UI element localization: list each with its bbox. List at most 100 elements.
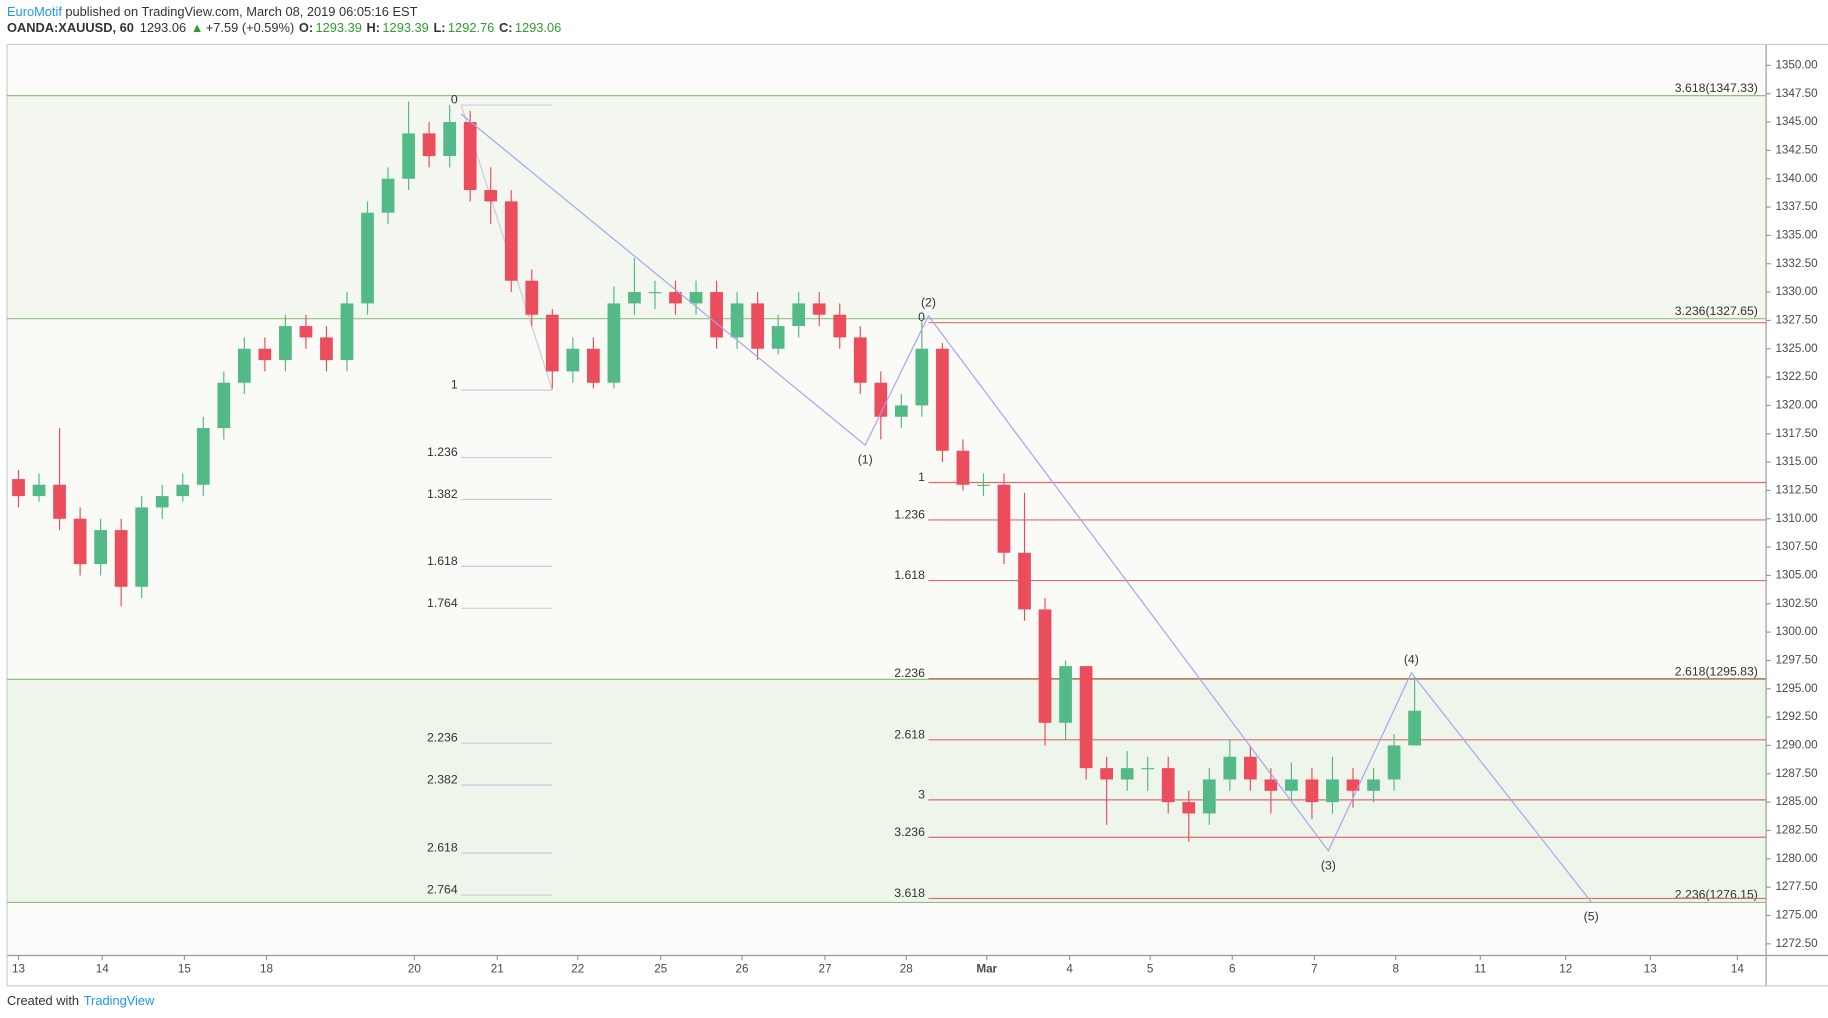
candle-body [1182, 802, 1196, 814]
candle-body [1223, 756, 1237, 780]
x-tick-label: 4 [1066, 963, 1073, 976]
last-price: 1293.06 [140, 21, 186, 36]
y-tick-label: 1325.00 [1775, 342, 1818, 355]
y-tick-label: 1310.00 [1775, 512, 1818, 525]
level-label: 2.618(1295.83) [1675, 665, 1758, 679]
x-tick-label: 8 [1392, 963, 1399, 976]
candle-body [648, 292, 662, 294]
level-label: 3.618(1347.33) [1675, 81, 1758, 95]
level-label: 3.236(1327.65) [1675, 304, 1758, 318]
fib-level-label: 2.618 [427, 841, 458, 855]
x-tick-label: 20 [408, 963, 421, 976]
x-tick-label: 12 [1559, 963, 1572, 976]
fib-level-label: 1.236 [427, 445, 458, 459]
candle-body [1285, 779, 1298, 791]
y-tick-label: 1307.50 [1775, 540, 1818, 553]
candle-body [1038, 609, 1052, 723]
candle-body [320, 337, 333, 361]
candle-body [956, 450, 970, 485]
wave-line [460, 113, 1592, 903]
candle-body [1367, 779, 1380, 791]
x-tick-label: 7 [1311, 963, 1318, 976]
candle-body [710, 292, 723, 338]
candle-body [915, 348, 929, 406]
candle-body [12, 479, 25, 497]
created-with: Created with [7, 994, 79, 1009]
wave-label: (1) [858, 453, 873, 467]
y-tick-label: 1320.00 [1775, 398, 1818, 411]
y-tick-label: 1337.50 [1775, 200, 1818, 213]
candle-body [176, 484, 190, 497]
wave-label: (5) [1584, 909, 1599, 923]
low-label: L: [433, 21, 445, 36]
candle-body [587, 348, 600, 383]
zone-band [7, 318, 1767, 680]
candle-body [155, 496, 169, 508]
candle-body [279, 326, 292, 361]
y-tick-label: 1315.00 [1775, 455, 1818, 468]
candle-body [114, 530, 128, 587]
high-label: H: [367, 21, 381, 36]
candle-body [237, 348, 251, 383]
y-tick-label: 1285.00 [1775, 795, 1818, 808]
candle-body [381, 178, 395, 213]
candle-body [1059, 666, 1072, 723]
candle-body [977, 484, 990, 486]
y-tick-label: 1280.00 [1775, 852, 1818, 865]
candle-body [751, 303, 764, 349]
fib-level-label: 1.764 [427, 596, 458, 610]
level-label: 2.236(1276.15) [1675, 888, 1758, 902]
candle-body [1305, 779, 1319, 803]
open-value: 1293.39 [316, 21, 362, 36]
candle-body [1346, 779, 1360, 791]
fib-level-label: 3.236 [894, 825, 925, 839]
candle-body [607, 303, 621, 383]
candle-body [689, 292, 703, 304]
candle-body [997, 484, 1011, 553]
candle-body [1264, 779, 1278, 791]
candle-body [1202, 779, 1216, 814]
x-tick-label: 5 [1147, 963, 1154, 976]
candle-body [402, 133, 415, 179]
y-tick-label: 1317.50 [1775, 427, 1818, 440]
fib-level-label: 2.764 [427, 883, 458, 897]
y-tick-label: 1340.00 [1775, 172, 1818, 185]
published: published on TradingView.com, March 08, … [65, 4, 417, 19]
candle-body [1079, 666, 1093, 769]
candle-body [545, 314, 559, 372]
y-tick-label: 1345.00 [1775, 115, 1818, 128]
fib-level-label: 1 [918, 470, 925, 484]
x-tick-label: 11 [1474, 963, 1486, 976]
fib-level-label: 0 [451, 93, 458, 107]
x-tick-label: 15 [178, 963, 191, 976]
candle-body [299, 326, 313, 338]
y-tick-label: 1327.50 [1775, 313, 1818, 326]
author[interactable]: EuroMotif [7, 4, 62, 19]
fib-level-label: 2.236 [427, 731, 458, 745]
change: +7.59 (+0.59%) [206, 21, 294, 36]
header-line-2: OANDA:XAUUSD, 60 1293.06 ▲ +7.59 (+0.59%) O:… [7, 21, 561, 36]
y-tick-label: 1302.50 [1775, 597, 1818, 610]
candle-body [135, 507, 149, 587]
candle-body [1326, 779, 1339, 803]
fib-level-label: 1.236 [894, 507, 925, 521]
fib-level-label: 1.618 [427, 554, 458, 568]
candle-body [32, 484, 46, 497]
y-tick-label: 1275.00 [1775, 909, 1818, 922]
candle-body [669, 292, 682, 304]
candle-body [792, 303, 806, 327]
y-tick-label: 1272.50 [1775, 937, 1818, 950]
candle-body [340, 303, 354, 361]
x-tick-label: 22 [571, 963, 584, 976]
candle-body [1018, 552, 1031, 610]
low-value: 1292.76 [448, 21, 494, 36]
x-tick-label: Mar [976, 963, 997, 976]
candle-body [1120, 768, 1134, 780]
y-tick-label: 1277.50 [1775, 880, 1818, 893]
brand[interactable]: TradingView [84, 994, 155, 1009]
candle-body [443, 122, 457, 157]
wave-label: (4) [1404, 652, 1419, 666]
y-tick-label: 1335.00 [1775, 228, 1818, 241]
